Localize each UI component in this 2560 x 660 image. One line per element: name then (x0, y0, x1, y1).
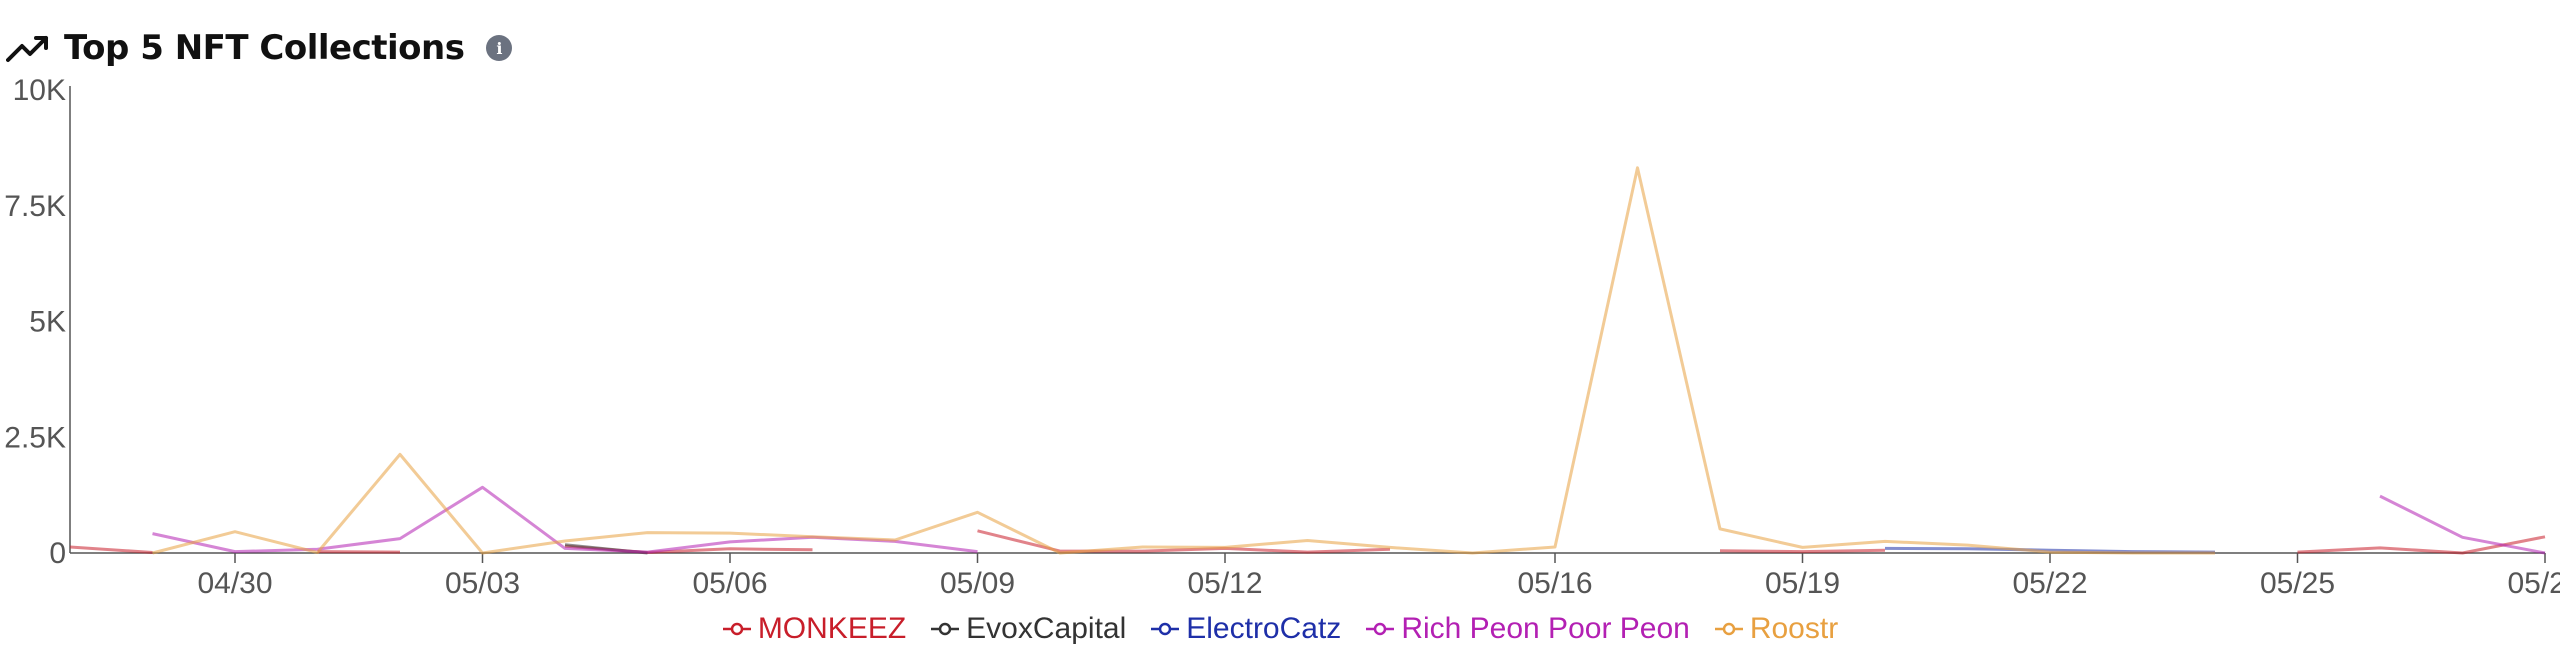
y-tick-label: 5K (29, 306, 66, 339)
y-tick-label: 7.5K (4, 190, 66, 223)
legend-marker-icon (1714, 622, 1743, 636)
y-tick-label: 2.5K (4, 421, 66, 454)
series-line (1719, 548, 1886, 554)
legend-label: Rich Peon Poor Peon (1401, 612, 1690, 645)
x-tick-label: 05/12 (1187, 567, 1262, 600)
legend-marker-icon (1151, 622, 1180, 636)
x-tick-label: 05/22 (2012, 567, 2087, 600)
chart-legend: MONKEEZ EvoxCapital ElectroCatz Rich Peon P… (0, 612, 2560, 646)
legend-label: ElectroCatz (1186, 612, 1342, 645)
x-tick-label: 05/09 (940, 567, 1015, 600)
series-line (152, 166, 2215, 555)
chart-axes: 0 2.5K 5K 7.5K 10K 04/30 05/03 05/06 05/09 05/12 0… (4, 74, 2560, 600)
info-icon[interactable]: i (486, 35, 513, 61)
x-tick-label: 05/19 (1765, 567, 1840, 600)
chart-series (69, 166, 2546, 555)
x-tick-label: 04/30 (197, 567, 272, 600)
x-tick-label: 05/16 (1517, 567, 1592, 600)
series-line (2379, 494, 2546, 555)
legend-marker-icon (931, 622, 960, 636)
y-tick-label: 10K (13, 74, 66, 107)
series-line (317, 550, 401, 554)
x-tick-label: 05/03 (445, 567, 520, 600)
legend-label: EvoxCapital (966, 612, 1127, 645)
legend-item[interactable]: MONKEEZ (722, 612, 906, 646)
legend-item[interactable]: Roostr (1714, 612, 1838, 646)
legend-item[interactable]: Rich Peon Poor Peon (1365, 612, 1690, 646)
x-tick-label: 05/25 (2260, 567, 2335, 600)
series-line (69, 545, 153, 554)
legend-label: MONKEEZ (757, 612, 907, 645)
chart-header: Top 5 NFT Collections i (6, 20, 513, 76)
y-tick-label: 0 (49, 537, 66, 570)
x-tick-label: 05/06 (692, 567, 767, 600)
series-roostr (152, 166, 2215, 555)
legend-marker-icon (1366, 622, 1395, 636)
x-tick-label: 05/28 (2507, 567, 2560, 600)
trending-up-icon (6, 36, 48, 62)
legend-item[interactable]: ElectroCatz (1150, 612, 1341, 646)
legend-label: Roostr (1749, 612, 1839, 645)
legend-item[interactable]: EvoxCapital (930, 612, 1126, 646)
chart-title: Top 5 NFT Collections (64, 28, 465, 68)
legend-marker-icon (722, 622, 751, 636)
